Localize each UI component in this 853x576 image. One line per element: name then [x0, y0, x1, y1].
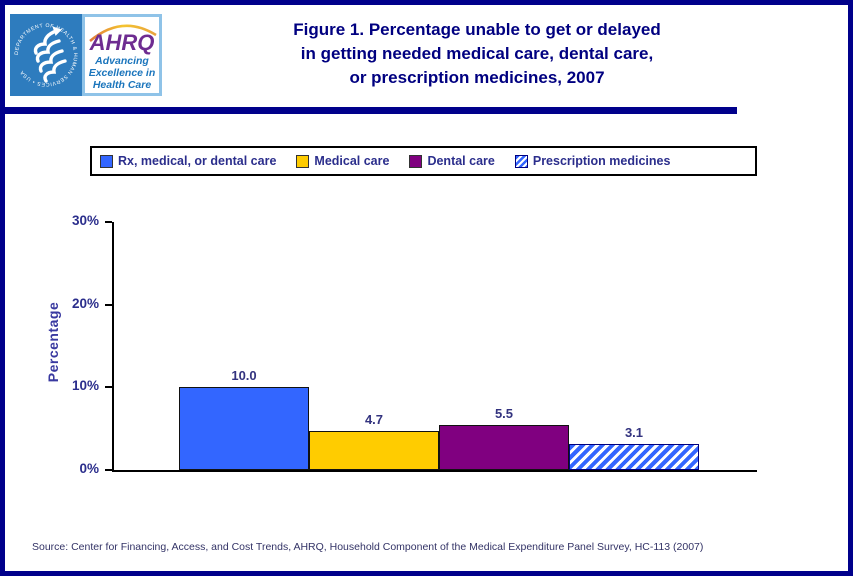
- bar-4: [569, 444, 699, 470]
- legend-item: Prescription medicines: [514, 154, 671, 168]
- title-line-1: Figure 1. Percentage unable to get or de…: [293, 20, 661, 39]
- y-tick-label-10%: 10%: [71, 378, 99, 394]
- legend-label-4: Prescription medicines: [532, 154, 671, 168]
- figure-title: Figure 1. Percentage unable to get or de…: [162, 18, 792, 90]
- legend-item: Medical care: [296, 154, 389, 168]
- y-tick-mark: [105, 303, 112, 306]
- legend-swatch-1: [100, 154, 113, 168]
- title-line-2: in getting needed medical care, dental c…: [300, 44, 654, 63]
- y-tick-label-0%: 0%: [79, 461, 99, 476]
- ahrq-logo-graphic: DEPARTMENT OF HEALTH & HUMAN SERVICES • …: [10, 14, 162, 96]
- legend-item: Rx, medical, or dental care: [100, 154, 276, 168]
- y-axis-line: [112, 222, 114, 472]
- bar-3: [439, 424, 569, 470]
- bar-value-label-1: 10.0: [231, 368, 257, 384]
- bar-value-label-3: 5.5: [494, 405, 514, 421]
- y-tick-label-30%: 30%: [71, 213, 99, 228]
- ahrq-logo: DEPARTMENT OF HEALTH & HUMAN SERVICES • …: [10, 14, 162, 96]
- y-tick-mark: [105, 386, 112, 389]
- legend-swatch-3: [409, 154, 423, 168]
- bar-2: [309, 431, 439, 470]
- legend-label-3: Dental care: [427, 154, 495, 168]
- ahrq-wordmark: AHRQ Advancing Excellence in Health Care: [82, 14, 162, 96]
- eagle-icon: [33, 26, 67, 83]
- bar-1: [179, 387, 309, 470]
- hhs-seal-icon: DEPARTMENT OF HEALTH & HUMAN SERVICES • …: [10, 14, 82, 96]
- chart-legend: Rx, medical, or dental care Medical care D…: [90, 146, 757, 176]
- ahrq-acronym: AHRQ: [89, 30, 155, 55]
- legend-label-2: Medical care: [314, 154, 390, 168]
- bar-value-label-4: 3.1: [624, 425, 644, 441]
- legend-swatch-2: [296, 154, 310, 168]
- x-axis-line: [112, 470, 757, 472]
- bar-value-label-2: 4.7: [364, 412, 384, 428]
- arc-swoosh-icon: [89, 24, 157, 42]
- tagline-line3: Health Care: [93, 79, 152, 91]
- tagline-line2: Excellence in: [89, 67, 156, 79]
- header-divider: [5, 107, 737, 114]
- y-tick-mark: [105, 469, 112, 471]
- tagline-line1: Advancing: [94, 55, 149, 67]
- y-tick-mark: [105, 221, 112, 223]
- source-note: Source: Center for Financing, Access, an…: [32, 541, 704, 553]
- legend-swatch-4: [514, 154, 528, 168]
- title-line-3: or prescription medicines, 2007: [349, 68, 605, 87]
- legend-item: Dental care: [409, 154, 495, 168]
- legend-label-1: Rx, medical, or dental care: [118, 154, 277, 168]
- y-tick-label-20%: 20%: [71, 295, 99, 311]
